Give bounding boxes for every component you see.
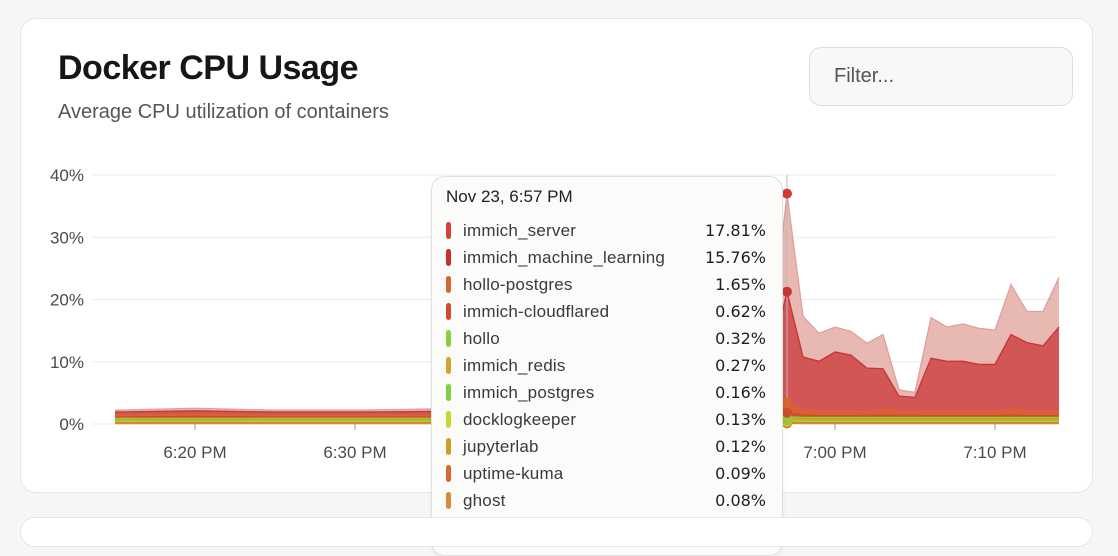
tooltip-series-name: jupyterlab: [463, 437, 715, 457]
tooltip-series-name: uptime-kuma: [463, 464, 715, 484]
y-tick-label: 40%: [50, 166, 84, 185]
next-card: [20, 517, 1093, 547]
tooltip-series-name: docklogkeeper: [463, 410, 715, 430]
x-tick-label: 7:00 PM: [803, 443, 866, 462]
tooltip-series-name: hollo: [463, 329, 715, 349]
tooltip-series-name: hollo-postgres: [463, 275, 715, 295]
y-tick-label: 0%: [59, 415, 84, 434]
chart-card: Docker CPU Usage Average CPU utilization…: [20, 18, 1093, 493]
tooltip-series-name: immich-cloudflared: [463, 302, 715, 322]
series-swatch: [446, 492, 451, 509]
y-tick-label: 30%: [50, 228, 84, 247]
series-swatch: [446, 330, 451, 347]
y-tick-label: 20%: [50, 291, 84, 310]
tooltip-series-value: 0.12%: [715, 437, 766, 456]
tooltip-series-value: 0.62%: [715, 302, 766, 321]
tooltip-series-value: 0.09%: [715, 464, 766, 483]
x-tick-label: 6:30 PM: [323, 443, 386, 462]
series-swatch: [446, 303, 451, 320]
series-swatch: [446, 465, 451, 482]
tooltip-series-value: 0.08%: [715, 491, 766, 510]
hover-point-immich_server: [782, 287, 792, 297]
tooltip-series-name: immich_server: [463, 221, 705, 241]
tooltip-series-name: immich_machine_learning: [463, 248, 705, 268]
tooltip-series-name: immich_redis: [463, 356, 715, 376]
series-swatch: [446, 384, 451, 401]
tooltip-series-name: ghost: [463, 491, 715, 511]
hover-point-immich-cloudflared: [782, 408, 792, 418]
hover-point-hollo-postgres: [782, 398, 792, 408]
series-swatch: [446, 357, 451, 374]
tooltip-series-value: 0.32%: [715, 329, 766, 348]
tooltip-series-name: immich_postgres: [463, 383, 715, 403]
x-tick-label: 6:20 PM: [163, 443, 226, 462]
series-swatch: [446, 222, 451, 239]
series-swatch: [446, 249, 451, 266]
tooltip-date: Nov 23, 6:57 PM: [446, 187, 766, 209]
tooltip-series-value: 0.13%: [715, 410, 766, 429]
series-swatch: [446, 438, 451, 455]
series-swatch: [446, 411, 451, 428]
hover-point-immich_machine_learning: [782, 189, 792, 199]
tooltip-series-value: 0.16%: [715, 383, 766, 402]
series-swatch: [446, 276, 451, 293]
y-tick-label: 10%: [50, 353, 84, 372]
tooltip-series-value: 15.76%: [705, 248, 766, 267]
tooltip-series-value: 1.65%: [715, 275, 766, 294]
x-tick-label: 7:10 PM: [963, 443, 1026, 462]
tooltip-series-value: 0.27%: [715, 356, 766, 375]
tooltip-series-value: 17.81%: [705, 221, 766, 240]
